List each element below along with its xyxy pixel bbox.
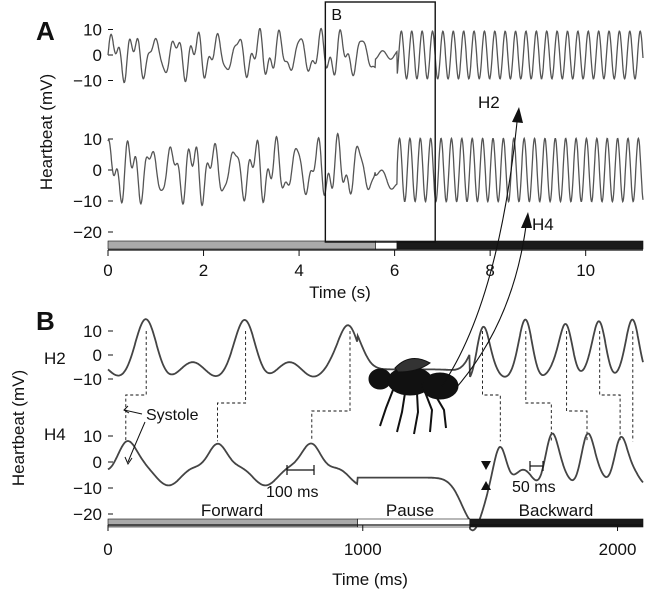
systole-label: Systole <box>146 407 199 424</box>
heart-region-arrows <box>441 111 528 389</box>
panel-a-phase-backward <box>396 240 644 250</box>
panel-b-ytick-label: −10 <box>73 370 102 389</box>
panel-a-xtick-label: 10 <box>576 261 595 280</box>
panel-b-phase-bar <box>107 518 644 528</box>
scale-label-100ms: 100 ms <box>266 484 318 501</box>
panel-a-xtick-label: 4 <box>294 261 303 280</box>
panel-b-xticks: 0 1000 2000 <box>103 525 636 559</box>
panel-b-h4-trace <box>107 432 644 532</box>
drosophila-fly-icon <box>368 358 459 435</box>
peak-connector <box>125 331 147 442</box>
arrow-h4 <box>455 217 528 389</box>
arrowhead-h4 <box>521 212 532 228</box>
peak-connector <box>482 331 501 442</box>
panel-a-ytick-label: 10 <box>83 21 102 40</box>
trough-marker <box>481 461 491 490</box>
panel-a-yticks: 10 0 −10 10 0 −10 −20 <box>73 21 113 242</box>
phase-label-forward: Forward <box>201 501 263 520</box>
panel-a-h4-trace <box>107 132 644 207</box>
panel-b-phase-pause <box>357 518 471 528</box>
zoom-box-label: B <box>331 7 342 24</box>
panel-b-ytick-label: 10 <box>83 427 102 446</box>
panel-b-yticks: 10 0 −10 10 0 −10 −20 <box>73 322 113 524</box>
panel-a-phase-bar <box>107 240 644 250</box>
peak-connector <box>525 331 552 442</box>
zoom-box-b <box>324 1 436 243</box>
panel-b-ytick-label: 0 <box>93 346 102 365</box>
arrow-h2 <box>441 111 519 387</box>
phase-label-backward: Backward <box>519 501 594 520</box>
systole-arrow-up <box>123 409 143 415</box>
arrowhead-h2 <box>512 107 523 123</box>
arrow-label-h2: H2 <box>478 93 500 112</box>
panel-b-ylabel: Heartbeat (mV) <box>9 370 28 486</box>
panel-a-xtick-label: 0 <box>103 261 112 280</box>
systole-arrowhead-down <box>124 456 133 466</box>
panel-a-ytick-label: 0 <box>93 46 102 65</box>
panel-a-xtick-label: 6 <box>390 261 399 280</box>
peak-connector <box>599 331 621 442</box>
panel-a-ytick-label: −10 <box>73 192 102 211</box>
panel-b-xlabel: Time (ms) <box>332 570 408 589</box>
scale-bar-100ms <box>286 465 315 475</box>
panel-a-ytick-label: 10 <box>83 130 102 149</box>
panel-a-letter: A <box>36 16 55 46</box>
panel-b-h2-trace <box>107 318 644 378</box>
systole-arrowhead-up <box>123 405 130 414</box>
systole-arrows <box>123 405 146 466</box>
row-label-h4: H4 <box>44 425 66 444</box>
panel-b-xtick-label: 1000 <box>344 540 382 559</box>
row-label-h2: H2 <box>44 349 66 368</box>
panel-b-letter: B <box>36 306 55 336</box>
panel-b-xtick-label: 0 <box>103 540 112 559</box>
peak-connector <box>311 331 351 442</box>
peak-connectors <box>125 331 634 442</box>
panel-a-xtick-label: 2 <box>199 261 208 280</box>
phase-label-pause: Pause <box>386 501 434 520</box>
panel-a-ylabel: Heartbeat (mV) <box>37 74 56 190</box>
panel-b-xtick-label: 2000 <box>599 540 637 559</box>
panel-b-ytick-label: −10 <box>73 479 102 498</box>
panel-a-ytick-label: −20 <box>73 223 102 242</box>
scale-bar-50ms <box>529 461 544 471</box>
panel-a-h2-trace <box>107 27 644 84</box>
panel-a-xtick-label: 8 <box>485 261 494 280</box>
panel-a-ytick-label: 0 <box>93 161 102 180</box>
panel-a: Heartbeat (mV) 10 0 −10 10 0 −10 −20 B 0 2 4 6 8 10… <box>37 1 644 302</box>
panel-b-ytick-label: 0 <box>93 453 102 472</box>
scale-label-50ms: 50 ms <box>512 479 556 496</box>
panel-b-ytick-label: −20 <box>73 505 102 524</box>
arrow-label-h4: H4 <box>532 215 554 234</box>
panel-b-phase-backward <box>469 518 644 528</box>
systole-arrow-down <box>127 421 146 463</box>
peak-connector <box>566 331 588 442</box>
peak-connector <box>217 331 247 442</box>
panel-a-xticks: 0 2 4 6 8 10 <box>103 250 595 280</box>
panel-b-phase-forward <box>107 518 358 528</box>
panel-a-xlabel: Time (s) <box>309 283 371 302</box>
panel-a-ytick-label: −10 <box>73 72 102 91</box>
panel-b-ytick-label: 10 <box>83 322 102 341</box>
